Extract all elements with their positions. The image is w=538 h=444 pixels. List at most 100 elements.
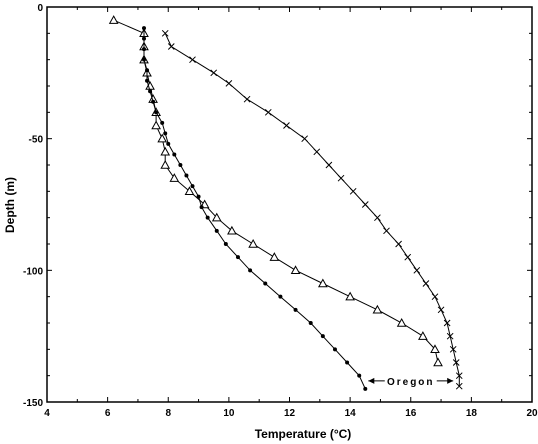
x-marker [301, 135, 309, 143]
x-marker [349, 187, 357, 195]
triangle-marker [396, 317, 407, 327]
plot-frame [46, 6, 533, 403]
x-tick-label: 18 [466, 408, 478, 419]
dot-marker [363, 386, 368, 391]
dot-marker [178, 163, 183, 167]
x-marker [361, 201, 369, 208]
triangle-marker [269, 252, 280, 261]
x-marker [167, 43, 175, 50]
x-marker [283, 122, 290, 129]
x-tick-label: 14 [345, 408, 357, 419]
dot-marker [142, 36, 146, 41]
dot-marker [320, 334, 325, 339]
y-tick-label: -50 [29, 135, 44, 146]
dot-marker [357, 373, 362, 378]
dot-marker [345, 360, 350, 365]
triangle-marker [151, 120, 161, 130]
x-marker [243, 95, 251, 103]
x-tick-label: 16 [405, 408, 417, 419]
y-tick-label: -150 [23, 398, 43, 409]
annotation-label: Oregon [387, 377, 435, 388]
x-marker [404, 253, 412, 261]
triangle-marker [169, 173, 180, 182]
x-tick-label: 6 [105, 408, 111, 419]
dot-marker [184, 173, 189, 178]
dot-marker [163, 131, 168, 136]
dot-marker [223, 242, 228, 246]
dot-marker [190, 184, 195, 189]
annotation-arrowhead-right [447, 377, 454, 384]
dot-marker [148, 89, 153, 94]
dot-marker [214, 228, 219, 233]
x-tick-label: 12 [284, 408, 296, 419]
triangle-marker [345, 291, 355, 301]
x-marker [374, 214, 381, 222]
dot-marker [166, 141, 171, 146]
triangle-marker [160, 146, 171, 156]
y-tick-label: -100 [23, 266, 43, 277]
dot-marker [142, 26, 146, 31]
triangle-marker [433, 357, 443, 367]
x-tick-label: 4 [44, 408, 50, 419]
annotation-arrowhead-left [368, 377, 375, 384]
dot-marker [142, 57, 146, 62]
dot-marker [172, 152, 177, 157]
x-marker [264, 108, 272, 116]
x-marker [455, 372, 463, 380]
x-marker [161, 29, 169, 37]
triangle-marker [290, 265, 301, 275]
series-line-dot [143, 28, 366, 390]
x-marker [210, 69, 218, 77]
x-marker [449, 345, 457, 353]
series-line-x [164, 33, 460, 387]
dot-marker [263, 281, 268, 286]
x-marker [455, 382, 463, 390]
triangle-marker [108, 15, 119, 24]
x-marker [189, 56, 196, 64]
series-x [161, 29, 463, 390]
triangle-marker [157, 133, 168, 143]
y-tick-label: 0 [37, 3, 43, 14]
x-marker [383, 227, 390, 235]
dot-marker [293, 307, 298, 312]
dot-marker [332, 347, 337, 352]
dot-marker [196, 194, 201, 199]
x-marker [413, 266, 421, 274]
dot-marker [248, 268, 253, 273]
x-marker [225, 80, 233, 87]
triangle-marker [211, 212, 222, 222]
x-marker [337, 174, 345, 182]
triangle-marker [418, 331, 428, 340]
dot-marker [151, 99, 156, 104]
x-marker [443, 319, 451, 327]
triangle-marker [372, 304, 383, 314]
x-marker [313, 148, 321, 156]
dot-marker [160, 120, 165, 125]
triangle-marker [160, 159, 171, 169]
x-marker [395, 240, 402, 248]
series-dot [142, 26, 368, 391]
triangle-marker [317, 278, 328, 288]
triangle-marker [184, 186, 195, 196]
series-line-triangle [113, 19, 439, 363]
x-marker [452, 359, 460, 366]
dot-marker [142, 47, 146, 52]
x-tick-label: 10 [223, 408, 235, 419]
dot-marker [145, 78, 150, 83]
triangle-marker [248, 238, 258, 248]
x-marker [431, 293, 439, 301]
dot-marker [308, 321, 313, 325]
dot-marker [145, 68, 150, 73]
x-tick-label: 8 [165, 408, 171, 419]
x-marker [446, 332, 454, 340]
x-axis-label: Temperature (°C) [255, 427, 352, 441]
x-marker [437, 306, 445, 314]
x-marker [325, 161, 333, 169]
dot-marker [199, 205, 204, 210]
dot-marker [154, 110, 159, 115]
series-triangle [108, 15, 443, 367]
dot-marker [205, 215, 210, 220]
dot-marker [235, 255, 240, 260]
triangle-marker [430, 344, 440, 354]
